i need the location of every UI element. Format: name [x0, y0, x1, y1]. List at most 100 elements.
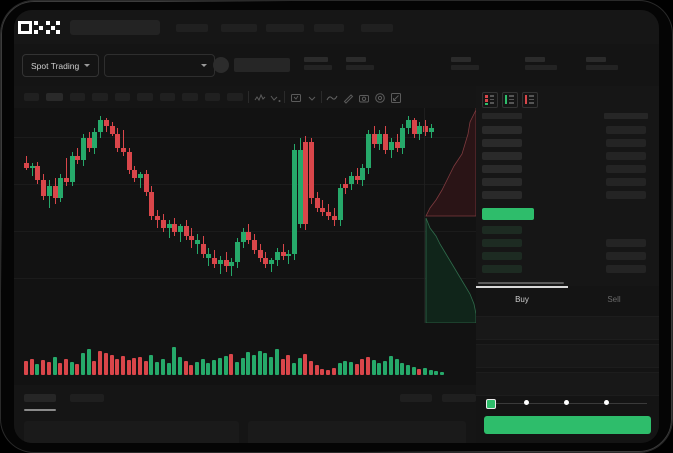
sell-tab[interactable]: Sell: [607, 295, 621, 304]
timeframe-3[interactable]: [70, 93, 85, 101]
candle-body: [212, 258, 218, 264]
slider-handle[interactable]: [486, 399, 496, 409]
okx-logo[interactable]: [18, 21, 60, 34]
search-input[interactable]: [70, 20, 160, 35]
toolbar-divider: [321, 91, 322, 103]
fullscreen-icon[interactable]: [390, 91, 402, 103]
spot-trading-selector[interactable]: Spot Trading: [22, 54, 100, 77]
volume-bar: [92, 361, 97, 375]
bottom-action-2[interactable]: [442, 394, 476, 402]
amount-slider[interactable]: [486, 398, 650, 409]
bottom-action-1[interactable]: [400, 394, 432, 402]
timeframe-5[interactable]: [115, 93, 130, 101]
candle-body: [132, 170, 138, 178]
timeframe-8[interactable]: [182, 93, 198, 101]
candle-body: [81, 138, 86, 160]
volume-bar: [257, 351, 262, 375]
slider-marker-75[interactable]: [604, 400, 609, 405]
volume-bar: [377, 363, 382, 375]
trading-pair-selector[interactable]: [104, 54, 215, 77]
pencil-icon[interactable]: [342, 91, 354, 104]
candle-body: [286, 254, 292, 256]
line-chart-icon[interactable]: [326, 91, 338, 103]
orderbook-ask-size[interactable]: [606, 126, 646, 134]
candlestick-chart[interactable]: [14, 108, 476, 323]
orderbook-ask-price[interactable]: [482, 126, 522, 134]
indicator-icon[interactable]: [254, 91, 266, 103]
slider-marker-50[interactable]: [564, 400, 569, 405]
timeframe-4[interactable]: [92, 93, 108, 101]
orderbook-view-bids-icon[interactable]: [502, 92, 518, 108]
active-tab-underline: [24, 409, 56, 411]
nav-item-5[interactable]: [361, 24, 393, 32]
orderbook-bid-size[interactable]: [606, 265, 646, 273]
volume-bar: [274, 349, 279, 375]
candle-body: [291, 150, 297, 254]
orderbook-bid-size[interactable]: [606, 252, 646, 260]
orderbook-ask-price[interactable]: [482, 139, 522, 147]
candle-body: [75, 156, 81, 160]
amount-field[interactable]: [476, 344, 659, 368]
nav-item-4[interactable]: [314, 24, 344, 32]
orderbook-ask-size[interactable]: [606, 165, 646, 173]
candle-body: [200, 244, 206, 254]
spot-trading-label: Spot Trading: [31, 60, 80, 71]
app-screen: Spot Trading: [14, 10, 659, 443]
orderbook-ask-size[interactable]: [606, 152, 646, 160]
compare-icon[interactable]: [270, 91, 282, 103]
volume-bar: [326, 370, 331, 375]
volume-bar: [138, 357, 142, 375]
volume-bar: [366, 357, 370, 375]
trade-panel: Buy Sell: [476, 286, 659, 443]
orderbook-bid-price[interactable]: [482, 265, 522, 273]
candle-wick: [168, 220, 170, 238]
nav-item-2[interactable]: [221, 24, 257, 32]
timeframe-1[interactable]: [24, 93, 39, 101]
nav-item-3[interactable]: [266, 24, 304, 32]
timeframe-2[interactable]: [46, 93, 63, 101]
orderbook-bid-price[interactable]: [482, 239, 522, 247]
orderbook-ask-price[interactable]: [482, 165, 522, 173]
bottom-tab-2[interactable]: [70, 394, 104, 402]
template-icon[interactable]: [290, 91, 302, 103]
candle-body: [126, 152, 132, 170]
orderbook-column-size: [604, 113, 648, 119]
candle-body: [400, 128, 406, 148]
volume-bar: [166, 363, 171, 375]
orderbook-bid-price[interactable]: [482, 226, 522, 234]
volume-bar: [303, 354, 308, 375]
timeframe-10[interactable]: [227, 93, 243, 101]
timeframe-6[interactable]: [137, 93, 153, 101]
candle-body: [320, 208, 326, 212]
orderbook-ask-size[interactable]: [606, 139, 646, 147]
volume-bar: [120, 356, 125, 375]
submit-order-button[interactable]: [484, 416, 651, 434]
timeframe-9[interactable]: [205, 93, 220, 101]
gridline-0: [14, 137, 476, 138]
camera-icon[interactable]: [358, 91, 370, 103]
orderbook-ask-price[interactable]: [482, 152, 522, 160]
timeframe-7[interactable]: [160, 93, 175, 101]
price-field[interactable]: [476, 316, 659, 340]
settings-icon[interactable]: [374, 91, 386, 103]
market-stat-1: [304, 57, 332, 70]
orderbook-ask-price[interactable]: [482, 178, 522, 186]
slider-marker-25[interactable]: [524, 400, 529, 405]
orderbook-scrollbar[interactable]: [478, 282, 564, 284]
orderbook-view-both-icon[interactable]: [482, 92, 498, 108]
buy-tab[interactable]: Buy: [515, 295, 529, 304]
volume-bar: [331, 368, 336, 375]
candle-body: [337, 188, 343, 220]
volume-bar: [132, 358, 137, 375]
orderbook-ask-price[interactable]: [482, 191, 522, 199]
nav-item-1[interactable]: [176, 24, 208, 32]
total-field[interactable]: [476, 372, 659, 396]
candle-body: [394, 142, 400, 148]
bottom-tab-1[interactable]: [24, 394, 56, 402]
orderbook-bid-size[interactable]: [606, 239, 646, 247]
orderbook-ask-size[interactable]: [606, 178, 646, 186]
chevron-down-icon[interactable]: [306, 91, 318, 103]
orderbook-view-asks-icon[interactable]: [522, 92, 538, 108]
orderbook-bid-price[interactable]: [482, 252, 522, 260]
orderbook-ask-size[interactable]: [606, 191, 646, 199]
